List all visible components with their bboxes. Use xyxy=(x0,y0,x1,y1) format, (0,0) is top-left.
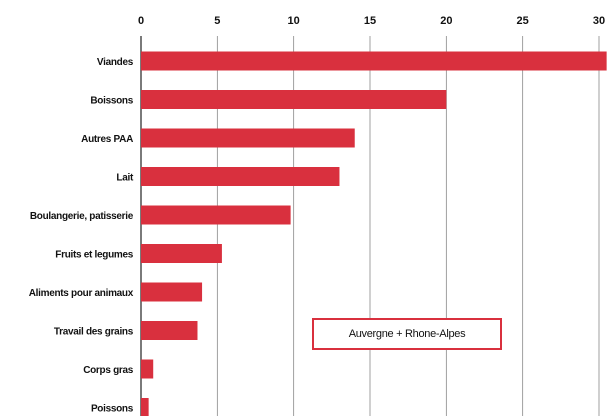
bar xyxy=(141,321,198,340)
bar xyxy=(141,359,154,379)
bars xyxy=(141,51,607,416)
x-axis-ticks: 0 5 10 15 20 25 30 xyxy=(138,15,605,27)
category-label: Poissons xyxy=(91,404,134,415)
category-label: Boulangerie, patisserie xyxy=(30,211,134,222)
category-label: Travail des grains xyxy=(54,327,134,338)
x-tick-label: 5 xyxy=(214,15,220,27)
legend: Auvergne + Rhone-Alpes xyxy=(312,318,502,350)
bar xyxy=(141,167,340,186)
category-label: Viandes xyxy=(97,57,134,68)
bar xyxy=(141,398,149,416)
legend-label: Auvergne + Rhone-Alpes xyxy=(348,328,466,340)
x-tick-label: 15 xyxy=(364,15,376,27)
category-label: Fruits et legumes xyxy=(55,250,133,261)
category-labels: Viandes Boissons Autres PAA Lait Boulangerie… xyxy=(29,57,135,415)
bar xyxy=(141,244,222,263)
x-tick-label: 20 xyxy=(440,15,452,27)
x-tick-label: 0 xyxy=(138,15,144,27)
x-tick-label: 10 xyxy=(288,15,300,27)
category-label: Lait xyxy=(116,173,134,184)
category-label: Corps gras xyxy=(83,365,134,376)
bar xyxy=(141,51,607,71)
x-tick-label: 25 xyxy=(517,15,529,27)
bar xyxy=(141,128,355,148)
bar xyxy=(141,205,291,225)
category-label: Aliments pour animaux xyxy=(29,288,134,299)
category-label: Autres PAA xyxy=(81,134,133,145)
bar xyxy=(141,90,447,109)
category-label: Boissons xyxy=(90,96,133,107)
x-tick-label: 30 xyxy=(593,15,605,27)
bar xyxy=(141,282,203,302)
